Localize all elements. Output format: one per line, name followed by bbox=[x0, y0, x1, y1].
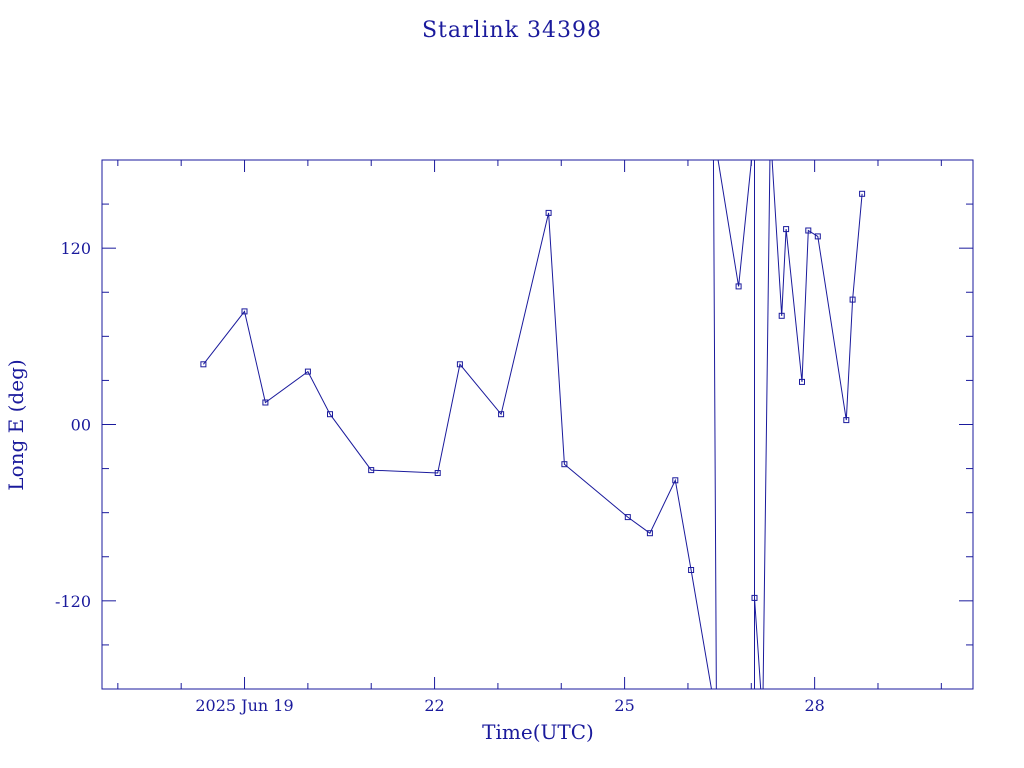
data-point bbox=[672, 477, 679, 484]
data-point bbox=[814, 233, 821, 240]
data-point bbox=[783, 226, 790, 233]
data-point bbox=[200, 361, 207, 368]
axis-ticks bbox=[102, 160, 973, 689]
data-point bbox=[624, 514, 631, 521]
x-tick-label: 25 bbox=[614, 696, 634, 715]
data-point bbox=[799, 378, 805, 385]
chart-title: Starlink 34398 bbox=[422, 18, 602, 43]
data-point bbox=[434, 470, 441, 476]
data-point bbox=[859, 190, 866, 197]
x-tick-label: 22 bbox=[424, 696, 444, 715]
axis-tick-labels: 2025 Jun 19 22 25 28 120 00 -120 bbox=[55, 239, 825, 715]
x-tick-label: 28 bbox=[804, 696, 824, 715]
data-point bbox=[849, 296, 856, 303]
data-point bbox=[327, 411, 333, 418]
y-tick-label: -120 bbox=[55, 592, 91, 611]
data-point bbox=[688, 567, 695, 573]
x-axis-label: Time(UTC) bbox=[482, 720, 594, 744]
data-point bbox=[805, 227, 812, 234]
data-point bbox=[368, 467, 375, 474]
y-tick-label: 120 bbox=[60, 239, 91, 258]
data-point bbox=[262, 399, 269, 406]
data-point bbox=[561, 461, 568, 468]
data-point bbox=[751, 594, 758, 601]
data-point bbox=[456, 361, 463, 368]
data-point bbox=[735, 283, 742, 290]
y-axis-label: Long E (deg) bbox=[4, 359, 28, 490]
data-point bbox=[304, 368, 311, 375]
data-point bbox=[778, 312, 785, 319]
plot-frame bbox=[101, 159, 974, 690]
data-point bbox=[241, 308, 248, 315]
data-point bbox=[498, 411, 505, 418]
data-point bbox=[545, 209, 552, 216]
x-tick-label: 2025 Jun 19 bbox=[195, 696, 293, 715]
y-tick-label: 00 bbox=[71, 416, 91, 435]
series-line bbox=[203, 160, 863, 689]
data-point bbox=[646, 530, 653, 537]
series-layer bbox=[200, 160, 866, 689]
data-point bbox=[843, 417, 850, 424]
